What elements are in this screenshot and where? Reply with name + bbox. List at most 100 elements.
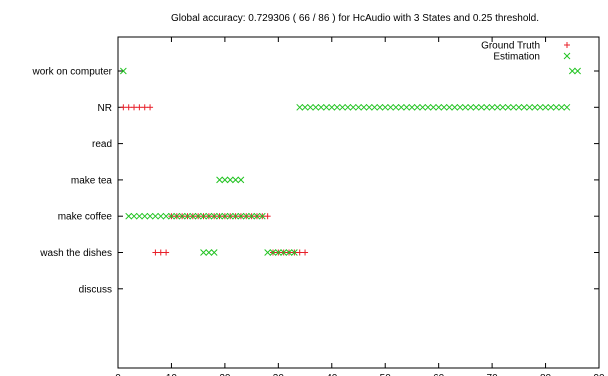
estimation-marker [397,103,405,111]
estimation-marker [258,212,266,220]
estimation-marker [429,103,437,111]
estimation-marker [446,103,453,111]
x-tick-label: 70 [487,373,499,376]
estimation-marker [237,176,245,184]
estimation-marker [136,212,143,220]
estimation-marker [141,212,149,220]
estimation-marker [563,103,571,111]
ground-truth-marker [264,213,271,220]
estimation-marker [515,103,523,111]
estimation-marker [157,212,165,220]
estimation-marker [291,249,298,256]
estimation-marker [376,103,384,111]
estimation-marker [184,212,191,220]
estimation-marker [542,103,549,111]
estimation-marker [387,103,394,111]
estimation-marker [285,249,293,256]
estimation-marker [216,212,223,220]
estimation-marker [178,212,186,220]
estimation-marker [499,103,507,111]
estimation-marker [125,212,133,220]
estimation-marker [531,103,539,111]
x-tick-label: 90 [593,373,605,376]
ground-truth-marker [141,104,148,111]
estimation-marker [355,103,362,111]
x-tick-label: 50 [380,373,392,376]
estimation-marker [162,212,170,220]
estimation-marker [483,103,491,111]
estimation-marker [536,103,544,111]
estimation-marker [478,103,485,111]
estimation-marker [146,212,154,220]
estimation-marker [381,103,389,111]
estimation-marker [280,249,288,256]
x-tick-label: 0 [115,373,121,376]
chart-title: Global accuracy: 0.729306 ( 66 / 86 ) fo… [171,13,539,24]
estimation-marker [333,103,341,111]
estimation-marker [328,103,336,111]
estimation-marker [248,212,255,220]
estimation-marker [210,212,218,220]
estimation-marker [472,103,480,111]
legend-marker-estimation [563,52,571,60]
estimation-marker [520,103,528,111]
estimation-marker [237,212,245,220]
estimation-marker [344,103,352,111]
estimation-marker [301,103,309,111]
data-marks [119,67,581,256]
estimation-marker [323,103,330,111]
ground-truth-marker [296,249,303,256]
estimation-marker [200,212,207,220]
y-tick-label-make-tea: make tea [71,175,113,186]
estimation-marker [462,103,469,111]
estimation-marker [168,212,175,220]
estimation-marker [312,103,320,111]
ground-truth-marker [163,249,170,256]
estimation-marker [152,212,159,220]
estimation-marker [173,212,181,220]
ground-truth-marker [302,249,309,256]
ground-truth-marker [131,104,138,111]
x-tick-label: 20 [219,373,231,376]
plot-area-frame [117,36,600,369]
ground-truth-marker [147,104,154,111]
estimation-marker [371,103,378,111]
estimation-marker [488,103,496,111]
estimation-marker [210,249,218,256]
estimation-marker [200,249,207,256]
y-tick-label-wash-the-dishes: wash the dishes [39,248,112,259]
estimation-marker [221,212,229,220]
estimation-marker [269,249,277,256]
legend-label-ground-truth: Ground Truth [481,41,540,52]
estimation-marker [130,212,138,220]
estimation-marker [568,67,576,75]
estimation-marker [216,176,223,184]
x-tick-label: 60 [433,373,445,376]
y-tick-label-discuss: discuss [79,284,112,295]
estimation-marker [119,67,127,75]
ground-truth-marker [157,249,164,256]
ground-truth-marker [120,104,127,111]
y-tick-label-read: read [92,139,112,150]
y-tick-label-make-coffee: make coffee [58,212,113,223]
estimation-marker [317,103,325,111]
x-tick-label: 30 [273,373,285,376]
estimation-marker [510,103,517,111]
estimation-marker [403,103,410,111]
y-tick-label-work-on-computer: work on computer [32,67,113,78]
estimation-marker [232,176,239,184]
estimation-marker [221,176,229,184]
estimation-marker [253,212,261,220]
x-tick-label: 10 [166,373,178,376]
estimation-marker [451,103,459,111]
estimation-marker [547,103,555,111]
estimation-marker [205,249,213,256]
estimation-marker [408,103,416,111]
estimation-marker [467,103,475,111]
legend-label-estimation: Estimation [493,52,540,63]
estimation-marker [307,103,314,111]
estimation-marker [274,249,282,256]
estimation-marker [435,103,443,111]
estimation-marker [264,249,271,256]
